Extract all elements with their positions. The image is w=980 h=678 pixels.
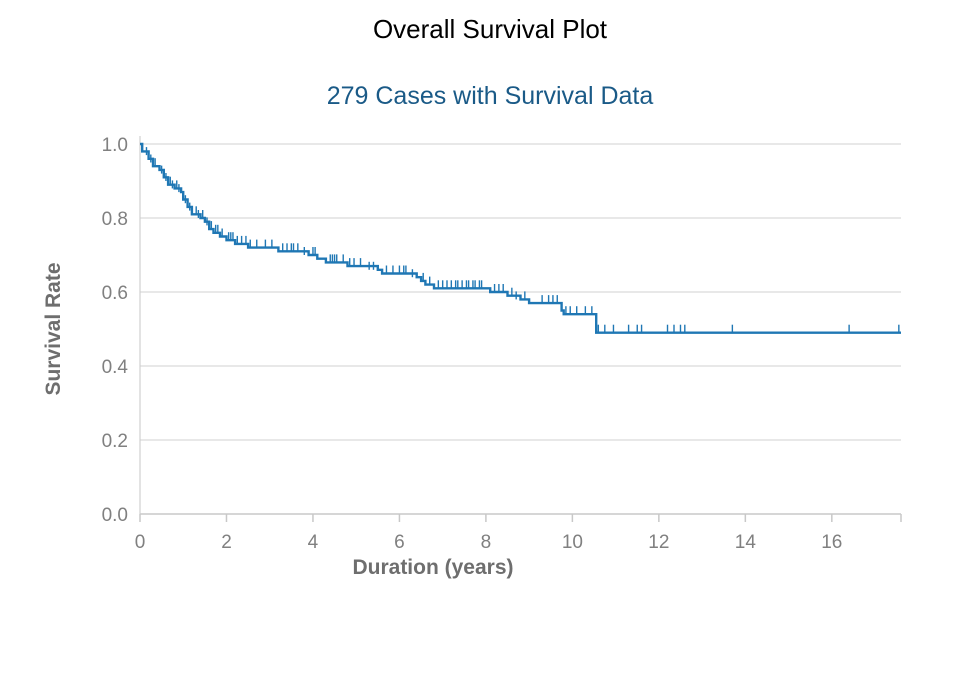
x-tick-label: 14 xyxy=(735,532,757,553)
y-tick-label: 1.0 xyxy=(102,135,128,156)
x-tick-label: 6 xyxy=(394,532,405,553)
y-tick-label: 0.4 xyxy=(102,357,129,378)
chart-title: Overall Survival Plot xyxy=(372,14,608,44)
x-tick-label: 16 xyxy=(821,532,842,553)
series-group xyxy=(140,142,901,334)
survival-curve xyxy=(140,142,901,334)
chart-subtitle: 279 Cases with Survival Data xyxy=(326,82,654,110)
x-tick-label: 10 xyxy=(562,532,583,553)
x-tick-label: 2 xyxy=(221,532,232,553)
x-axis: 0 2 4 6 8 10 12 14 16 xyxy=(135,513,902,553)
y-axis-label: Survival Rate xyxy=(42,262,65,395)
y-tick-label: 0.2 xyxy=(102,431,128,452)
y-tick-label: 0.8 xyxy=(102,209,128,230)
x-tick-label: 0 xyxy=(135,532,146,553)
x-tick-label: 4 xyxy=(308,532,319,553)
y-axis: 0.0 0.2 0.4 0.6 0.8 1.0 xyxy=(102,135,141,526)
x-tick-label: 12 xyxy=(648,532,669,553)
x-axis-label: Duration (years) xyxy=(352,556,513,579)
y-tick-label: 0.6 xyxy=(102,283,128,304)
y-tick-label: 0.0 xyxy=(102,505,128,526)
x-tick-label: 8 xyxy=(481,532,492,553)
grid-lines xyxy=(140,143,901,441)
